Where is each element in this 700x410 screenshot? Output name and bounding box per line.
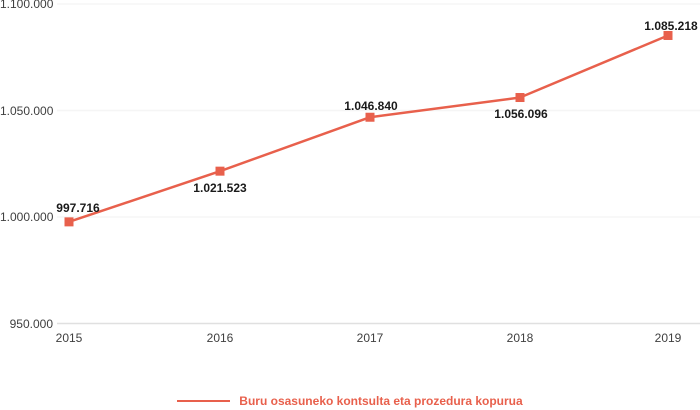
- x-tick-label: 2018: [506, 331, 534, 345]
- data-point-marker[interactable]: [365, 112, 375, 122]
- x-tick-label: 2015: [55, 331, 83, 345]
- legend-line-swatch: [177, 400, 231, 402]
- x-tick-label: 2019: [654, 331, 682, 345]
- x-tick-label: 2016: [206, 331, 234, 345]
- data-point-value-label: 1.056.096: [494, 106, 548, 121]
- y-tick-label: 950.000: [9, 316, 53, 331]
- data-point-value-label: 1.021.523: [193, 181, 247, 196]
- series-line: [67, 34, 670, 224]
- data-point-value-label: 1.085.218: [644, 19, 698, 34]
- data-point-marker[interactable]: [663, 30, 673, 40]
- data-point-value-label: 997.716: [56, 200, 100, 215]
- y-tick-label: 1.000.000: [0, 210, 54, 224]
- data-point-marker[interactable]: [515, 93, 525, 103]
- data-point-marker[interactable]: [64, 217, 74, 227]
- data-point-value-label: 1.046.840: [344, 99, 398, 114]
- legend-label: Buru osasuneko kontsulta eta prozedura k…: [239, 394, 523, 408]
- x-tick-label: 2017: [356, 331, 384, 345]
- legend: Buru osasuneko kontsulta eta prozedura k…: [0, 393, 700, 409]
- data-point-marker[interactable]: [215, 166, 225, 176]
- y-tick-label: 1.050.000: [0, 103, 54, 118]
- y-tick-label: 1.100.000: [0, 0, 54, 11]
